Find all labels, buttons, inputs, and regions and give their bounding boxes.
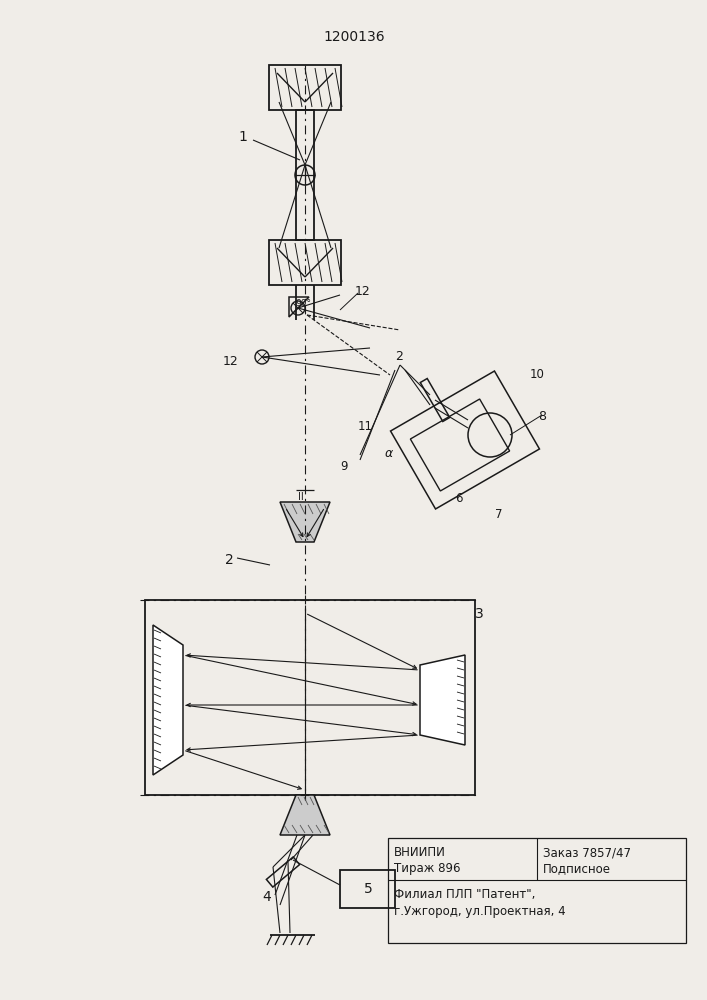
Text: 12: 12 [355, 285, 370, 298]
Text: 90°: 90° [295, 299, 311, 308]
Text: г.Ужгород, ул.Проектная, 4: г.Ужгород, ул.Проектная, 4 [394, 905, 566, 918]
Text: 4: 4 [262, 890, 271, 904]
Text: 12: 12 [223, 355, 239, 368]
Text: 6: 6 [455, 492, 462, 505]
Text: 8: 8 [538, 410, 546, 423]
Text: 2: 2 [395, 350, 403, 363]
Text: 3: 3 [475, 607, 484, 621]
Text: α: α [385, 447, 393, 460]
Text: 5: 5 [363, 882, 373, 896]
Text: 10: 10 [530, 368, 545, 381]
Text: 2: 2 [225, 553, 234, 567]
Polygon shape [280, 502, 330, 542]
Bar [269, 65, 341, 110]
Text: Филиал ПЛП "Патент",: Филиал ПЛП "Патент", [394, 888, 535, 901]
Bar [388, 838, 686, 943]
Text: 11: 11 [358, 420, 373, 433]
Bar [296, 110, 314, 240]
Text: 1200136: 1200136 [323, 30, 385, 44]
Text: 1: 1 [238, 130, 247, 144]
Bar [145, 600, 475, 795]
Text: 7: 7 [495, 508, 503, 521]
Text: Заказ 7857/47: Заказ 7857/47 [543, 846, 631, 859]
Text: Тираж 896: Тираж 896 [394, 862, 460, 875]
Text: ВНИИПИ: ВНИИПИ [394, 846, 446, 859]
Text: Подписное: Подписное [543, 862, 611, 875]
Bar [340, 870, 395, 908]
Polygon shape [153, 625, 183, 775]
Text: 9: 9 [340, 460, 348, 473]
Bar [269, 240, 341, 285]
Text: II: II [298, 492, 304, 502]
Polygon shape [420, 655, 465, 745]
Polygon shape [280, 795, 330, 835]
